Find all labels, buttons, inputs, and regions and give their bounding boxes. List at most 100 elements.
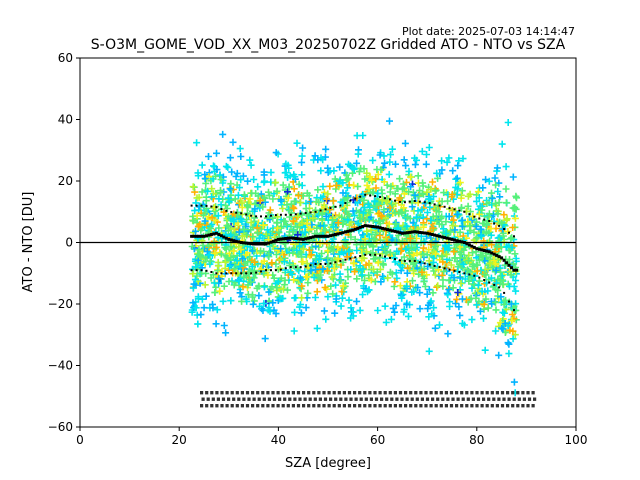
upper-band-point (309, 211, 312, 214)
scatter-point (332, 281, 340, 289)
count-label-glyph (232, 397, 236, 401)
scatter-point (353, 132, 361, 140)
scatter-point (481, 271, 488, 278)
scatter-point (247, 226, 255, 234)
scatter-point (202, 292, 210, 300)
scatter-point (430, 258, 437, 266)
scatter-point (264, 271, 272, 279)
mean-point (472, 245, 476, 249)
scatter-point (478, 206, 486, 214)
scatter-point (351, 211, 358, 219)
count-label-glyph (283, 397, 287, 401)
scatter-point (487, 274, 495, 282)
scatter-point (206, 257, 214, 265)
count-label-glyph (451, 397, 455, 401)
scatter-point (423, 151, 430, 158)
count-label-glyph (296, 391, 301, 395)
scatter-point (423, 215, 431, 223)
upper-band-point (260, 215, 262, 218)
scatter-point (213, 306, 221, 314)
scatter-point (277, 222, 285, 230)
count-label-glyph (358, 404, 362, 408)
scatter-point (248, 262, 256, 270)
upper-band-point (200, 204, 203, 207)
mean-point (329, 234, 332, 238)
count-label-glyph (490, 391, 494, 395)
lower-band-point (448, 268, 451, 271)
scatter-point (488, 189, 495, 197)
scatter-point (259, 232, 267, 240)
scatter-point (466, 222, 474, 230)
scatter-point (459, 155, 467, 163)
scatter-point (320, 307, 328, 315)
scatter-point (453, 174, 461, 182)
scatter-point (443, 158, 451, 166)
scatter-point (509, 224, 517, 231)
scatter-point (326, 182, 334, 190)
scatter-point (493, 243, 501, 251)
scatter-point (427, 297, 435, 305)
scatter-point (414, 284, 422, 291)
scatter-point (298, 152, 306, 160)
mean-point (237, 240, 241, 244)
upper-band-point (195, 204, 198, 207)
scatter-point (362, 261, 370, 269)
scatter-point (354, 219, 362, 227)
scatter-point (234, 191, 242, 199)
scatter-point (512, 277, 520, 284)
scatter-point (217, 189, 225, 197)
scatter-point (247, 278, 255, 286)
scatter-point (398, 246, 406, 254)
upper-band-point (453, 208, 456, 211)
count-label-glyph (240, 391, 244, 395)
count-label-glyph (261, 404, 265, 408)
count-label-glyph (276, 391, 280, 395)
mean-point (485, 249, 489, 253)
scatter-point (287, 200, 295, 208)
scatter-point (313, 324, 321, 332)
scatter-point (427, 195, 435, 203)
lower-band-point (513, 309, 515, 312)
scatter-point (353, 159, 361, 167)
scatter-point (284, 173, 292, 181)
scatter-point (207, 224, 215, 232)
scatter-point (236, 250, 244, 257)
scatter-point (298, 282, 306, 290)
scatter-point (243, 209, 251, 217)
upper-band-point (210, 205, 213, 208)
scatter-point (250, 297, 258, 305)
scatter-point (391, 278, 399, 286)
count-label-glyph (353, 391, 357, 395)
scatter-point (255, 282, 263, 290)
scatter-point (311, 152, 319, 160)
x-tick-label: 60 (370, 433, 385, 447)
upper-band-point (339, 204, 342, 207)
scatter-point (418, 147, 426, 155)
scatter-point (285, 183, 293, 191)
scatter-point (284, 194, 292, 202)
scatter-point (469, 262, 476, 270)
scatter-point (372, 184, 380, 192)
count-label-glyph (296, 404, 301, 408)
scatter-point (359, 291, 367, 299)
scatter-point (365, 286, 373, 294)
scatter-point (307, 251, 315, 259)
scatter-point (447, 261, 455, 269)
count-label-glyph (312, 391, 316, 395)
scatter-point (205, 153, 212, 160)
scatter-point (407, 183, 415, 191)
scatter-point (342, 240, 350, 247)
count-label-glyph (251, 404, 255, 408)
scatter-point (403, 301, 411, 309)
scatter-point (264, 306, 272, 314)
count-label-glyph (527, 397, 532, 401)
mean-point (455, 239, 459, 243)
scatter-point (229, 216, 237, 224)
scatter-point (410, 267, 417, 275)
scatter-point (210, 279, 218, 287)
scatter-point (387, 182, 395, 190)
count-label-glyph (526, 391, 530, 395)
scatter-point (499, 280, 507, 288)
mean-point (336, 232, 340, 236)
scatter-point (366, 173, 374, 181)
